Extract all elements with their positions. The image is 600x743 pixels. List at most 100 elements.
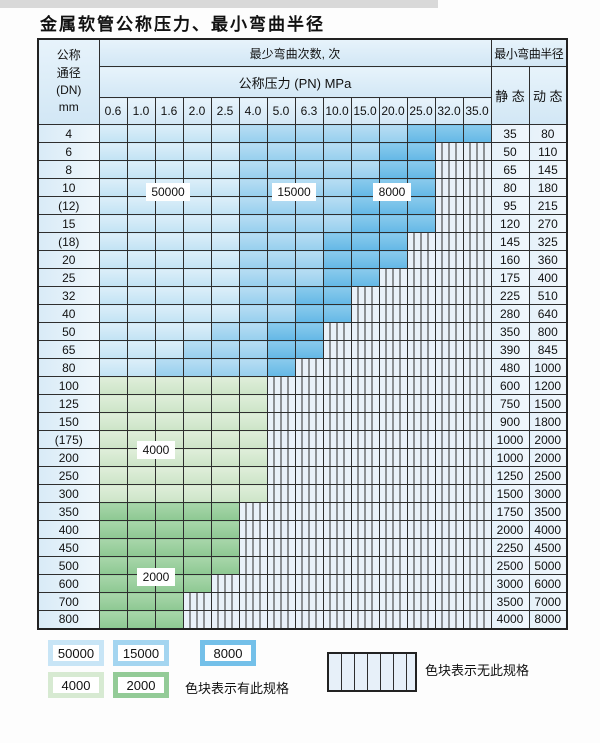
spec-cell-8000 [322, 268, 352, 287]
spec-cell-50000 [126, 304, 156, 323]
no-spec-cell [266, 484, 296, 503]
static-radius-cell: 350 [490, 322, 530, 341]
legend-swatch-15000: 15000 [113, 640, 169, 666]
table-row: 700 3500 7000 [37, 592, 568, 611]
spec-cell-50000 [210, 214, 240, 233]
spec-cell-50000 [182, 322, 212, 341]
dn-cell: 600 [37, 574, 100, 593]
no-spec-cell [266, 556, 296, 575]
spec-cell-50000 [154, 250, 184, 269]
no-spec-cell [406, 592, 436, 611]
spec-cell-8000 [294, 322, 324, 341]
no-spec-cell [434, 286, 464, 305]
dynamic-radius-cell: 510 [528, 286, 568, 305]
no-spec-cell [462, 196, 492, 215]
dn-cell: (175) [37, 430, 100, 449]
spec-cell-2000 [182, 574, 212, 593]
dn-cell: 350 [37, 502, 100, 521]
dn-header-line: (DN) [56, 83, 82, 97]
spec-cell-50000 [126, 322, 156, 341]
no-spec-cell [434, 376, 464, 395]
legend-has-spec-note: 色块表示有此规格 [185, 681, 290, 696]
no-spec-cell [434, 520, 464, 539]
static-radius-cell: 145 [490, 232, 530, 251]
dynamic-column-header: 动 态 [528, 66, 568, 125]
dynamic-radius-cell: 145 [528, 160, 568, 179]
spec-cell-50000 [98, 160, 128, 179]
spec-cell-2000 [98, 610, 128, 629]
no-spec-cell [434, 340, 464, 359]
no-spec-cell [378, 466, 408, 485]
no-spec-cell [462, 574, 492, 593]
spec-cell-4000 [238, 484, 268, 503]
no-spec-cell [378, 358, 408, 377]
spec-cell-15000 [210, 358, 240, 377]
spec-cell-15000 [238, 286, 268, 305]
spec-cell-4000 [154, 376, 184, 395]
table-row: 500 2500 5000 [37, 556, 568, 575]
no-spec-cell [434, 160, 464, 179]
no-spec-cell [434, 322, 464, 341]
legend-swatch-50000: 50000 [48, 640, 104, 666]
no-spec-cell [378, 538, 408, 557]
spec-cell-50000 [210, 286, 240, 305]
no-spec-cell [294, 502, 324, 521]
no-spec-cell [406, 394, 436, 413]
spec-cell-50000 [98, 268, 128, 287]
spec-cell-15000 [182, 340, 212, 359]
pressure-column-header: 2.0 [182, 97, 212, 125]
spec-cell-50000 [98, 304, 128, 323]
table-row: 6 50 110 [37, 142, 568, 161]
spec-cell-2000 [126, 520, 156, 539]
no-spec-cell [322, 484, 352, 503]
spec-cell-15000 [322, 124, 352, 143]
no-spec-cell [434, 358, 464, 377]
no-spec-cell [462, 160, 492, 179]
no-spec-cell [266, 466, 296, 485]
spec-cell-15000 [266, 286, 296, 305]
no-spec-cell [294, 430, 324, 449]
dynamic-radius-cell: 4000 [528, 520, 568, 539]
spec-cell-15000 [350, 124, 380, 143]
no-spec-cell [434, 304, 464, 323]
pressure-column-header: 32.0 [434, 97, 464, 125]
dynamic-radius-cell: 5000 [528, 556, 568, 575]
spec-cell-4000 [126, 376, 156, 395]
spec-cell-15000 [154, 358, 184, 377]
static-radius-cell: 50 [490, 142, 530, 161]
no-spec-cell [238, 574, 268, 593]
no-spec-cell [350, 448, 380, 467]
dn-cell: 700 [37, 592, 100, 611]
spec-cell-8000 [434, 124, 464, 143]
no-spec-cell [322, 430, 352, 449]
no-spec-cell [434, 466, 464, 485]
dynamic-radius-cell: 7000 [528, 592, 568, 611]
spec-cell-15000 [266, 304, 296, 323]
spec-cell-4000 [210, 376, 240, 395]
no-spec-cell [462, 232, 492, 251]
spec-cell-50000 [98, 178, 128, 197]
page-title: 金属软管公称压力、最小弯曲半径 [40, 15, 325, 35]
spec-cell-15000 [294, 232, 324, 251]
pressure-column-header: 1.6 [154, 97, 184, 125]
nominal-pressure-header: 公称压力 (PN) MPa [98, 66, 492, 98]
spec-cell-15000 [322, 214, 352, 233]
dn-header-line: 通径 [56, 65, 81, 80]
spec-cell-15000 [238, 214, 268, 233]
no-spec-cell [322, 592, 352, 611]
no-spec-cell [462, 484, 492, 503]
dn-cell: 4 [37, 124, 100, 143]
dynamic-radius-cell: 800 [528, 322, 568, 341]
legend-swatch-4000: 4000 [48, 672, 104, 698]
spec-cell-4000 [126, 394, 156, 413]
dn-cell: 65 [37, 340, 100, 359]
no-spec-cell [266, 430, 296, 449]
spec-cell-8000 [406, 160, 436, 179]
no-spec-cell [406, 610, 436, 629]
static-radius-cell: 1000 [490, 430, 530, 449]
spec-cell-50000 [98, 286, 128, 305]
spec-cell-2000 [210, 556, 240, 575]
spec-cell-4000 [182, 448, 212, 467]
dynamic-radius-cell: 3000 [528, 484, 568, 503]
no-spec-cell [294, 466, 324, 485]
